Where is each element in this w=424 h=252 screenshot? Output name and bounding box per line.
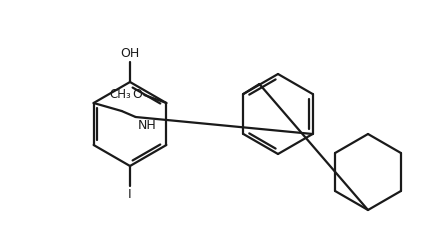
Text: NH: NH — [138, 119, 156, 132]
Text: I: I — [128, 188, 132, 201]
Text: OH: OH — [120, 47, 139, 60]
Text: CH₃: CH₃ — [110, 87, 131, 101]
Text: O: O — [132, 88, 142, 102]
